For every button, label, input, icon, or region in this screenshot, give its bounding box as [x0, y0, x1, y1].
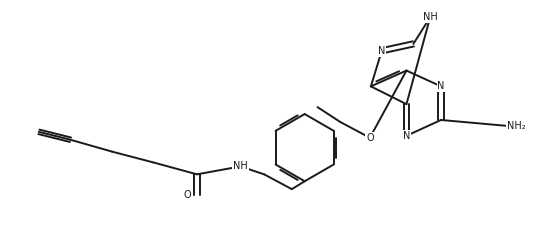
Text: NH: NH: [423, 12, 438, 22]
Text: NH: NH: [233, 161, 248, 171]
Text: N: N: [437, 81, 445, 91]
Text: N: N: [378, 46, 386, 56]
Text: N: N: [403, 131, 410, 141]
Text: NH₂: NH₂: [507, 121, 526, 131]
Text: O: O: [183, 190, 191, 200]
Text: O: O: [366, 133, 374, 143]
